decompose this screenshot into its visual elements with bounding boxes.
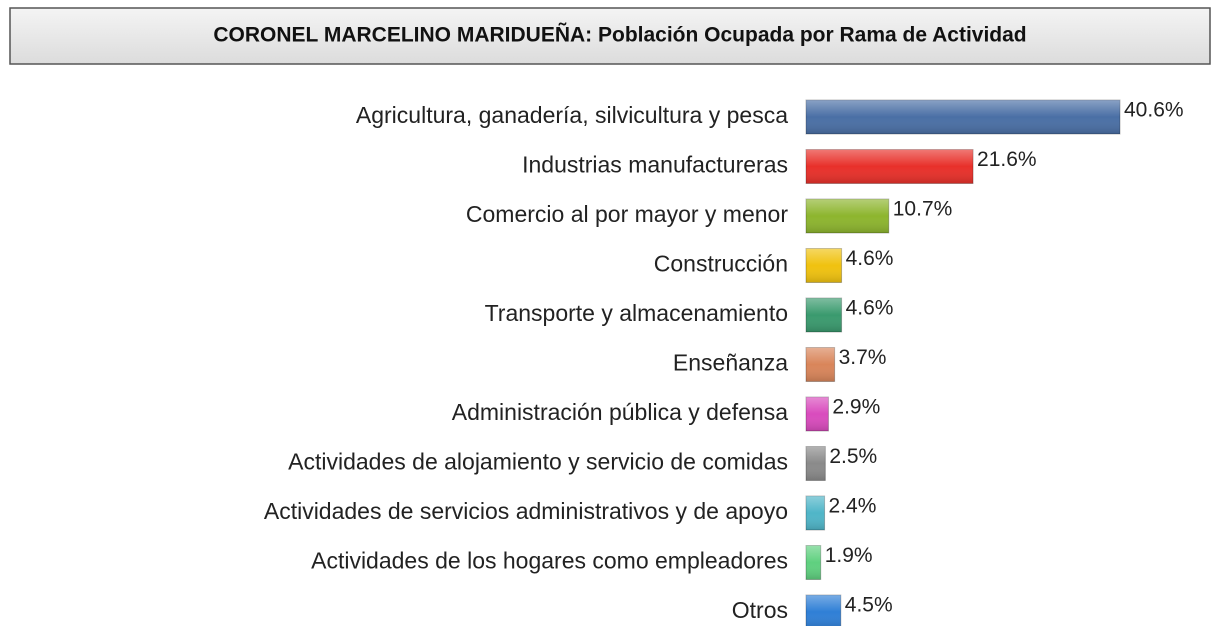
bar-shine — [806, 248, 842, 283]
category-label: Enseñanza — [673, 350, 788, 376]
bar-shine — [806, 545, 821, 580]
bar-shine — [806, 298, 842, 332]
value-label: 2.4% — [829, 495, 877, 518]
category-label: Actividades de los hogares como empleado… — [311, 548, 788, 574]
category-label: Industrias manufactureras — [522, 152, 788, 178]
value-label: 1.9% — [825, 544, 873, 567]
category-label: Construcción — [654, 251, 788, 277]
value-label: 4.5% — [845, 594, 893, 617]
title-box — [9, 7, 1211, 65]
bar-shine — [806, 347, 835, 382]
category-label: Transporte y almacenamiento — [485, 300, 788, 326]
bar-shine — [806, 595, 841, 626]
category-label: Administración pública y defensa — [452, 399, 788, 425]
category-label: Otros — [732, 597, 788, 623]
bar-shine — [806, 199, 889, 233]
bar-shine — [806, 446, 826, 481]
value-label: 10.7% — [893, 198, 953, 221]
value-label: 4.6% — [846, 297, 894, 320]
value-label: 4.6% — [846, 247, 894, 270]
category-label: Agricultura, ganadería, silvicultura y p… — [356, 102, 788, 128]
bar-shine — [806, 149, 974, 184]
value-label: 2.5% — [829, 445, 877, 468]
chart-title: CORONEL MARCELINO MARIDUEÑA: Población O… — [213, 24, 1026, 47]
value-label: 2.9% — [832, 396, 880, 419]
bar-shine — [806, 100, 1120, 134]
value-label: 21.6% — [977, 148, 1037, 171]
category-label: Actividades de servicios administrativos… — [264, 498, 788, 524]
value-label: 3.7% — [839, 346, 887, 369]
value-label: 40.6% — [1124, 99, 1184, 122]
bar-shine — [806, 397, 829, 431]
category-label: Comercio al por mayor y menor — [466, 201, 788, 227]
category-label: Actividades de alojamiento y servicio de… — [288, 449, 788, 475]
bar-shine — [806, 496, 825, 530]
